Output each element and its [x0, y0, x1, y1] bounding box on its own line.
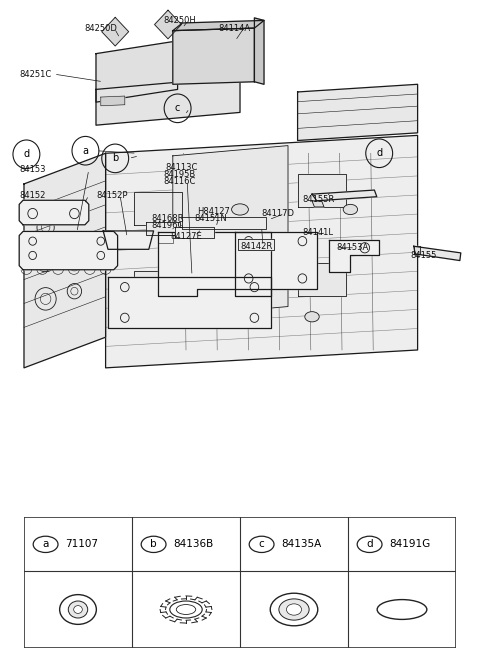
Polygon shape — [158, 233, 271, 296]
Text: d: d — [366, 539, 373, 550]
Polygon shape — [173, 28, 254, 84]
Polygon shape — [173, 20, 264, 31]
Ellipse shape — [305, 312, 319, 322]
Polygon shape — [134, 271, 182, 304]
Text: 84191G: 84191G — [389, 539, 430, 550]
Text: 84153A: 84153A — [336, 243, 368, 252]
Polygon shape — [96, 77, 240, 125]
Text: 84250H: 84250H — [163, 16, 196, 25]
Text: 84152P: 84152P — [96, 191, 128, 200]
Text: 84152: 84152 — [19, 191, 46, 200]
Text: a: a — [42, 539, 49, 550]
Polygon shape — [158, 235, 173, 243]
Text: c: c — [175, 103, 180, 113]
Text: 84127E: 84127E — [170, 231, 202, 240]
Text: 84250D: 84250D — [84, 24, 117, 33]
Polygon shape — [108, 277, 271, 328]
Ellipse shape — [257, 255, 271, 266]
Ellipse shape — [287, 604, 301, 615]
Text: 84155R: 84155R — [302, 195, 335, 204]
Ellipse shape — [176, 605, 196, 614]
Text: 84142R: 84142R — [240, 242, 272, 251]
Text: 84195B: 84195B — [163, 170, 195, 179]
Text: 71107: 71107 — [65, 539, 98, 550]
Ellipse shape — [68, 601, 88, 618]
Ellipse shape — [209, 307, 223, 317]
Ellipse shape — [74, 606, 83, 613]
Polygon shape — [238, 239, 274, 250]
Polygon shape — [312, 190, 377, 201]
Polygon shape — [298, 84, 418, 141]
Polygon shape — [19, 231, 118, 270]
Text: 84141L: 84141L — [302, 228, 334, 237]
Polygon shape — [146, 222, 180, 235]
Polygon shape — [173, 145, 288, 317]
Text: b: b — [112, 153, 119, 163]
Text: 84114A: 84114A — [218, 24, 251, 33]
Text: 84151N: 84151N — [194, 214, 227, 223]
Text: 84251C: 84251C — [19, 69, 51, 79]
Polygon shape — [175, 227, 214, 238]
Text: d: d — [376, 148, 382, 159]
Text: b: b — [150, 539, 157, 550]
Text: a: a — [83, 145, 88, 156]
Ellipse shape — [279, 599, 309, 620]
Polygon shape — [155, 10, 181, 39]
Text: 84135A: 84135A — [281, 539, 321, 550]
Polygon shape — [312, 201, 324, 207]
Polygon shape — [134, 191, 182, 225]
Text: 84117D: 84117D — [262, 209, 295, 218]
Polygon shape — [235, 233, 317, 289]
Text: 84168R: 84168R — [151, 214, 184, 223]
Polygon shape — [96, 41, 178, 102]
Ellipse shape — [343, 204, 358, 215]
Polygon shape — [329, 240, 379, 272]
Text: 84136B: 84136B — [173, 539, 213, 550]
Text: H84127: H84127 — [197, 207, 229, 216]
Polygon shape — [101, 96, 125, 105]
Polygon shape — [298, 263, 346, 296]
Text: 84155: 84155 — [410, 251, 437, 260]
Ellipse shape — [231, 204, 249, 215]
Polygon shape — [254, 18, 264, 84]
Polygon shape — [106, 136, 418, 368]
Text: 84153: 84153 — [19, 165, 46, 174]
Text: 84113C: 84113C — [166, 162, 198, 172]
Polygon shape — [182, 217, 266, 229]
Text: d: d — [24, 149, 29, 159]
Polygon shape — [414, 246, 420, 254]
Text: 84196C: 84196C — [151, 221, 183, 231]
Polygon shape — [298, 174, 346, 207]
Polygon shape — [24, 153, 106, 368]
Polygon shape — [19, 200, 89, 225]
Polygon shape — [102, 18, 129, 46]
Text: c: c — [259, 539, 264, 550]
Polygon shape — [414, 246, 461, 261]
Text: 84116C: 84116C — [163, 177, 195, 186]
Polygon shape — [103, 231, 154, 250]
